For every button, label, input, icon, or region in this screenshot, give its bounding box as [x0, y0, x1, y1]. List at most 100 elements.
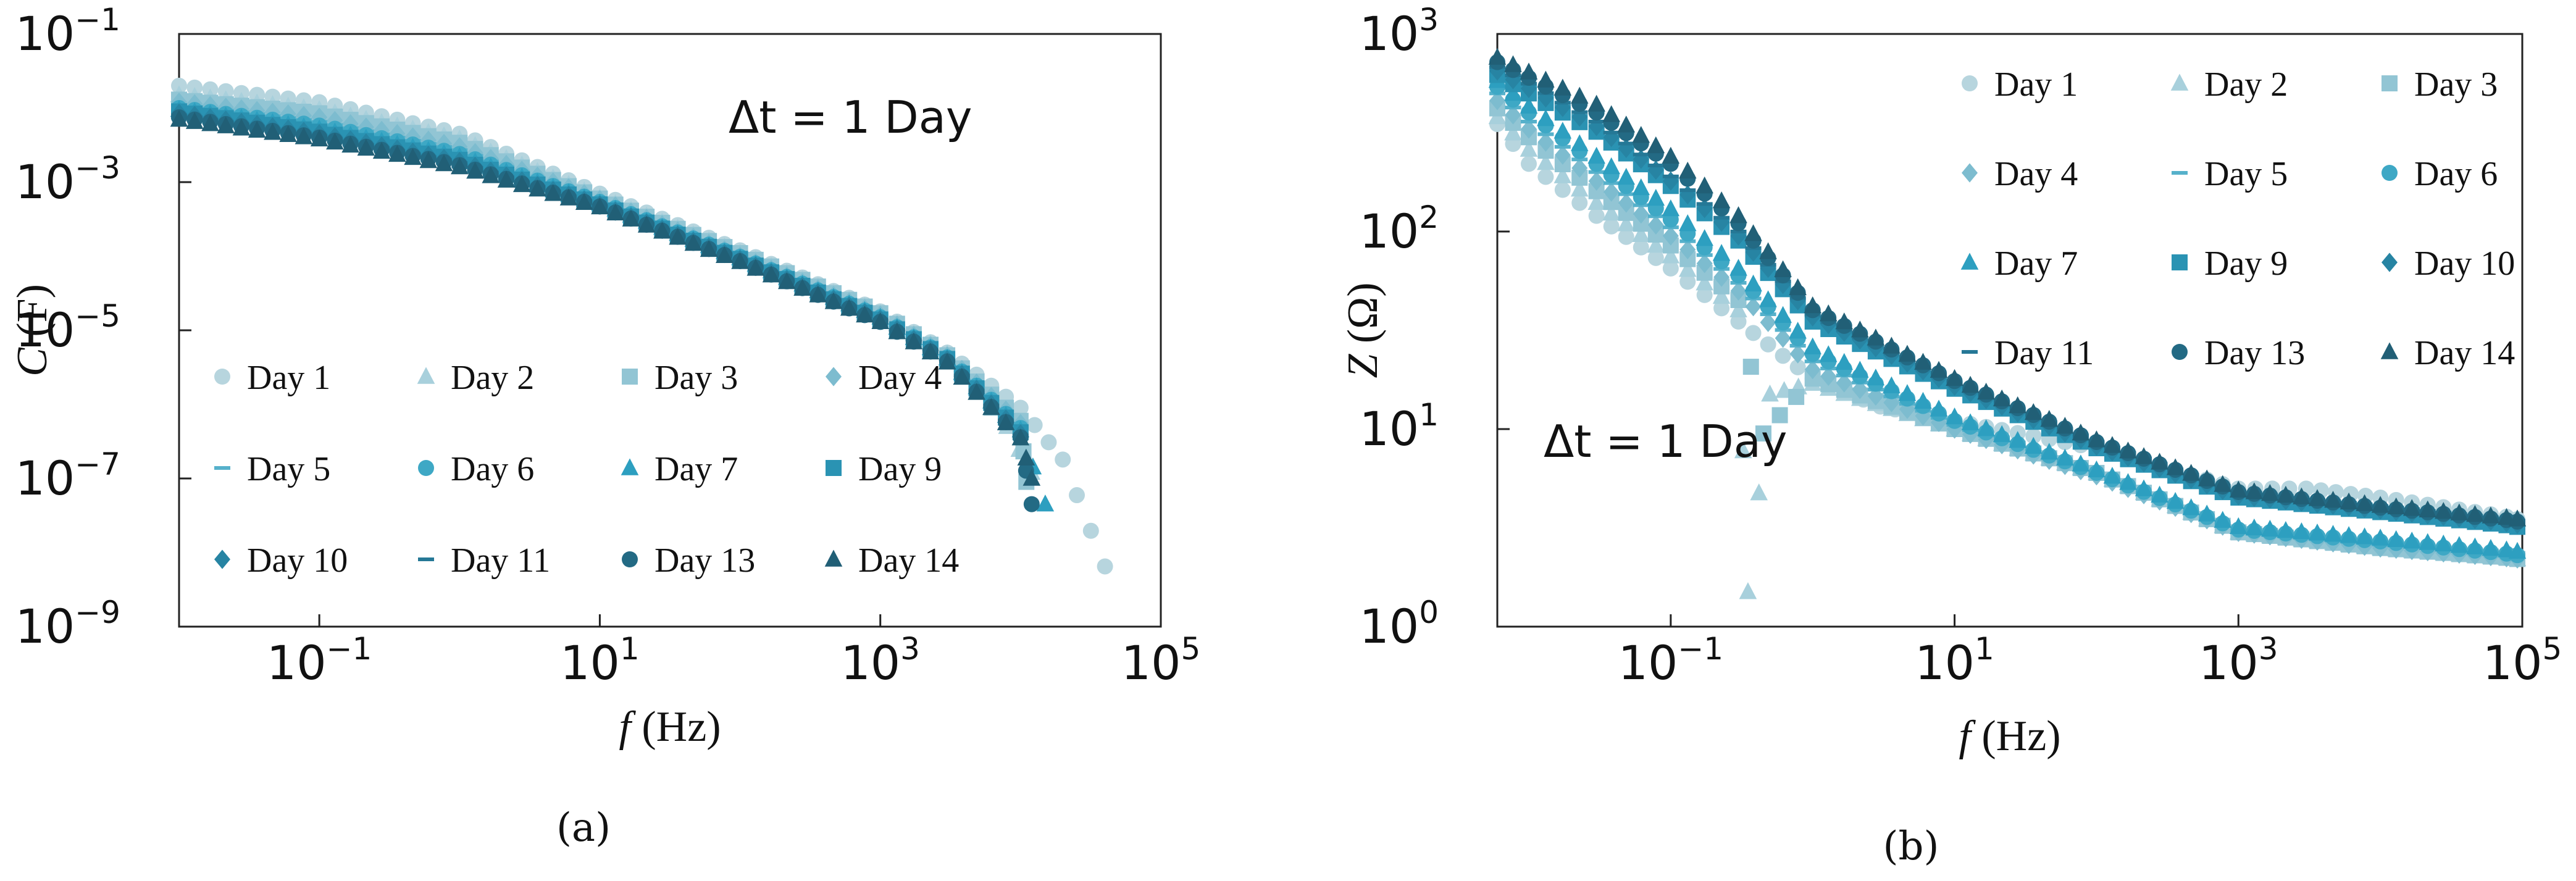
data-point-day14 [2072, 424, 2090, 441]
data-point-day1 [1588, 207, 1605, 224]
data-point-day7 [1520, 96, 1538, 114]
legend-label-day14: Day 14 [2414, 334, 2515, 372]
data-point-day2 [1712, 286, 1731, 304]
data-point-day14 [1930, 361, 1948, 378]
x-tick-label: 103 [840, 631, 920, 690]
data-point-day1 [1069, 487, 1085, 504]
data-point-day1 [1520, 156, 1537, 172]
data-point-day7 [2498, 540, 2515, 557]
data-point-day14 [2498, 507, 2515, 525]
data-point-day14 [1662, 146, 1680, 164]
data-point-day7 [1744, 274, 1762, 292]
data-point-day14 [953, 367, 971, 385]
legend-label-day11: Day 11 [1994, 334, 2094, 372]
data-point-day14 [2508, 509, 2527, 527]
data-point-day4 [1915, 406, 1931, 426]
data-point-day14 [2482, 506, 2500, 524]
data-point-day14 [653, 222, 671, 239]
data-point-day14 [2466, 504, 2484, 522]
data-point-day11 [1633, 152, 1649, 157]
data-point-day7 [1602, 157, 1621, 175]
data-point-day14 [326, 132, 344, 150]
data-point-day14 [1587, 94, 1605, 112]
y-tick-label: 100 [1359, 595, 1439, 654]
data-point-day14 [684, 233, 703, 251]
data-point-day7 [2072, 454, 2090, 472]
y-tick-label: 10−5 [15, 298, 120, 357]
data-point-day14 [388, 144, 406, 162]
data-point-day11 [1618, 141, 1634, 146]
data-point-day14 [1617, 115, 1636, 133]
data-point-day14 [2009, 396, 2027, 414]
data-point-day14 [997, 413, 1015, 430]
data-point-day11 [1571, 110, 1588, 114]
data-point-day14 [1759, 242, 1777, 259]
data-point-day14 [1647, 136, 1665, 154]
data-point-day1 [1554, 182, 1571, 198]
legend-label-day10: Day 10 [2414, 244, 2515, 283]
legend-label-day2: Day 2 [2204, 65, 2288, 104]
data-point-day14 [201, 114, 219, 132]
y-tick-label: 10−1 [15, 2, 120, 61]
data-point-day7 [1712, 244, 1731, 261]
data-point-day7 [1036, 495, 1055, 512]
x-tick-label: 101 [1915, 631, 1994, 690]
data-point-day1 [1647, 249, 1664, 266]
data-point-day7 [2466, 537, 2484, 554]
data-point-day7 [1835, 353, 1854, 370]
data-point-day2 [1617, 214, 1636, 232]
legend-marker-day13 [2172, 344, 2188, 360]
data-point-day14 [512, 175, 531, 193]
legend-label-day6: Day 6 [451, 450, 534, 488]
legend-marker-day10 [2382, 253, 2398, 272]
data-point-day14 [2182, 464, 2200, 481]
data-point-day4 [1603, 182, 1620, 202]
data-point-day4 [1662, 226, 1679, 246]
data-point-day14 [310, 129, 328, 147]
legend-label-day13: Day 13 [654, 541, 755, 580]
annotation-b: Δt = 1 Day [1544, 415, 1787, 467]
y-tick-label: 102 [1359, 199, 1439, 259]
data-point-day4 [1537, 132, 1554, 152]
data-point-day14 [591, 197, 609, 215]
data-point-day7 [2135, 479, 2153, 496]
data-point-day4 [1775, 328, 1791, 348]
data-point-day5 [1603, 181, 1620, 185]
data-point-day11 [1713, 215, 1730, 220]
legend-label-day9: Day 9 [2204, 244, 2288, 283]
data-point-day14 [419, 151, 438, 169]
data-point-day10 [1745, 242, 1762, 262]
data-point-day7 [2214, 511, 2232, 528]
data-point-day14 [637, 215, 656, 233]
data-point-day7 [1647, 188, 1665, 206]
data-point-day14 [1632, 126, 1650, 143]
legend-marker-day4 [1962, 163, 1978, 183]
data-point-day7 [2151, 485, 2168, 503]
data-point-day1 [1633, 239, 1649, 256]
legend-label-day3: Day 3 [654, 359, 738, 397]
legend-label-day14: Day 14 [858, 541, 959, 580]
data-point-day14 [1744, 224, 1762, 241]
data-point-day4 [1730, 281, 1747, 301]
data-point-day14 [2387, 497, 2405, 515]
data-point-day7 [2229, 517, 2248, 535]
data-point-day7 [1554, 122, 1572, 139]
legend-label-day10: Day 10 [247, 541, 348, 580]
data-point-day4 [1520, 119, 1537, 139]
y-tick-label: 101 [1359, 397, 1439, 456]
data-point-day14 [2229, 480, 2248, 498]
data-point-day7 [2356, 527, 2373, 545]
data-point-day1 [1571, 194, 1588, 211]
data-point-day14 [1993, 389, 2011, 407]
data-point-day14 [793, 278, 811, 296]
data-point-day14 [404, 148, 422, 165]
legend-label-day6: Day 6 [2414, 155, 2498, 193]
legend-label-day4: Day 4 [1994, 155, 2078, 193]
data-point-day14 [2088, 430, 2106, 448]
data-point-day10 [1647, 161, 1664, 180]
data-point-day4 [1633, 204, 1649, 224]
data-point-day14 [2356, 494, 2373, 511]
data-point-day14 [544, 184, 562, 201]
data-point-day3 [1742, 359, 1759, 375]
legend-marker-day1 [1962, 75, 1978, 91]
